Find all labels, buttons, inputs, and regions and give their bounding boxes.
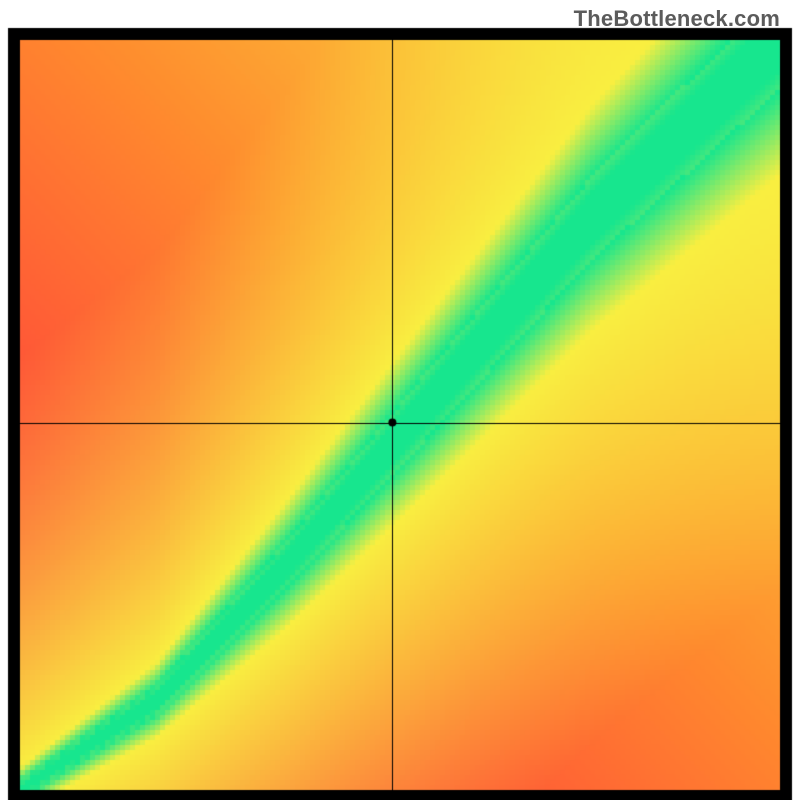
watermark-text: TheBottleneck.com [574, 6, 780, 32]
chart-container: TheBottleneck.com [0, 0, 800, 800]
bottleneck-heatmap-canvas [0, 0, 800, 800]
